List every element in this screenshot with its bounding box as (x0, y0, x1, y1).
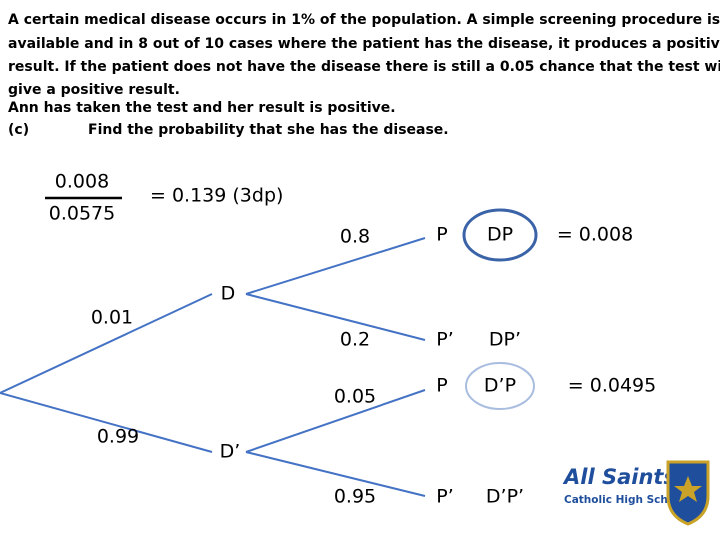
branch (245, 237, 426, 295)
highlight (462, 208, 538, 262)
event-label: D (221, 283, 236, 305)
probability: 0.99 (97, 426, 139, 448)
numerator: 0.008 (55, 171, 109, 193)
outcome: DP’ (489, 329, 521, 351)
highlight (465, 362, 535, 410)
branch (0, 392, 213, 453)
outcome-result: = 0.0495 (568, 375, 656, 397)
result: = 0.139 (3dp) (150, 185, 283, 207)
denominator: 0.0575 (49, 203, 115, 225)
question-task: Find the probability that she has the di… (88, 122, 449, 138)
question-part: (c) (8, 122, 29, 138)
logo-name: All Saints (562, 465, 676, 489)
question-line: A certain medical disease occurs in 1% o… (8, 12, 720, 28)
event-label: P (436, 224, 447, 246)
probability: 0.05 (334, 386, 376, 408)
tree-branches (0, 237, 426, 497)
probability: 0.95 (334, 486, 376, 508)
question-line: give a positive result. (8, 82, 180, 98)
branch (0, 293, 213, 394)
logo-star (674, 476, 702, 502)
outcome: DP (487, 224, 513, 246)
question-line: result. If the patient does not have the… (8, 59, 720, 75)
event-label: P (436, 375, 447, 397)
probability: 0.8 (340, 226, 370, 248)
question: A certain medical disease occurs in 1% o… (8, 12, 720, 138)
event-label: P’ (436, 329, 454, 351)
logo-school: Catholic High School (564, 494, 686, 506)
event-label: D’ (220, 441, 241, 463)
question-line: available and in 8 out of 10 cases where… (8, 36, 720, 52)
question-line: Ann has taken the test and her result is… (8, 100, 396, 116)
branch (245, 389, 426, 453)
branch (245, 451, 426, 497)
event-label: P’ (436, 486, 454, 508)
probability: 0.2 (340, 329, 370, 351)
outcome: D’P (484, 375, 516, 397)
branch (245, 293, 426, 341)
outcome: D’P’ (486, 486, 524, 508)
working: 0.008 0.0575 = 0.139 (3dp) (45, 171, 283, 225)
outcome-result: = 0.008 (557, 224, 633, 246)
tree-labels: 0.01 D 0.99 D’ 0.8 P DP = 0.008 0.2 P’ D… (91, 208, 656, 508)
logo: All Saints Catholic High School (562, 460, 710, 526)
probability: 0.01 (91, 307, 133, 329)
